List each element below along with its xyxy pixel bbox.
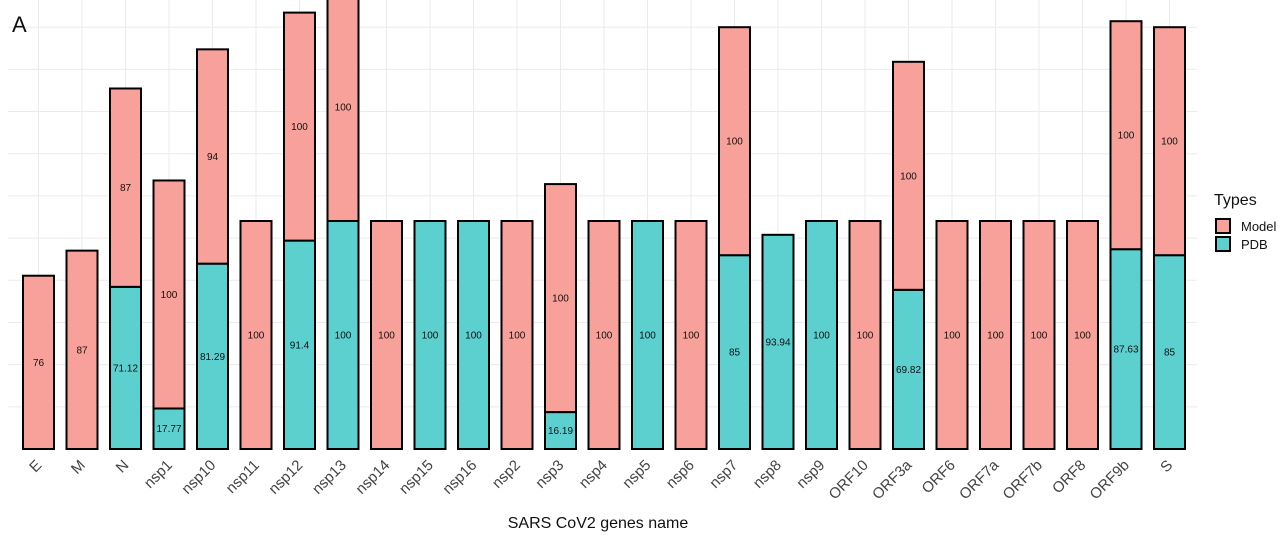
bar-segment-model bbox=[22, 274, 55, 450]
bar-value-label-model: 100 bbox=[291, 122, 308, 133]
bar-segment-model bbox=[1153, 26, 1186, 257]
bar-segment-pdb bbox=[457, 220, 490, 450]
bar-segment-model bbox=[979, 220, 1012, 450]
bar-segment-pdb bbox=[326, 220, 360, 450]
bar-value-label-model: 100 bbox=[900, 171, 917, 182]
bar-value-label-pdb: 100 bbox=[335, 331, 352, 342]
bar-value-label-model: 100 bbox=[683, 331, 700, 342]
bar-value-label-pdb: 93.94 bbox=[765, 337, 790, 348]
bar-segment-model bbox=[326, 0, 360, 222]
panel-label: A bbox=[12, 12, 27, 37]
bar-value-label-pdb: 81.29 bbox=[200, 352, 225, 363]
bar-segment-pdb bbox=[196, 262, 229, 451]
bar-value-label-model: 100 bbox=[552, 294, 569, 305]
bar-value-label-model: 76 bbox=[33, 358, 45, 369]
bar-segment-model bbox=[1022, 220, 1056, 450]
legend-title: Types bbox=[1214, 192, 1257, 209]
bar-segment-model bbox=[65, 249, 99, 450]
bar-value-label-pdb: 17.77 bbox=[156, 424, 181, 435]
bar-value-label-model: 100 bbox=[726, 137, 743, 148]
bars-group bbox=[22, 0, 1186, 451]
bar-value-label-pdb: 16.19 bbox=[548, 426, 573, 437]
bar-value-label-model: 100 bbox=[1074, 331, 1091, 342]
bar-value-label-pdb: 100 bbox=[465, 331, 482, 342]
bar-segment-model bbox=[196, 48, 229, 265]
bar-value-label-model: 100 bbox=[1161, 137, 1178, 148]
bar-segment-pdb bbox=[892, 288, 925, 450]
bar-segment-model bbox=[935, 220, 969, 450]
legend-swatch-model bbox=[1215, 218, 1231, 234]
bar-labels-group: 76 87 71.12 87 17.77 100 81.29 94 100 91.4 100 100 1… bbox=[33, 103, 1178, 438]
bar-segment-model bbox=[892, 60, 925, 291]
bar-value-label-model: 100 bbox=[1031, 331, 1048, 342]
bar-segment-pdb bbox=[761, 233, 795, 450]
bar-value-label-model: 100 bbox=[161, 290, 178, 301]
bar-value-label-pdb: 100 bbox=[639, 331, 656, 342]
bar-value-label-model: 100 bbox=[596, 331, 613, 342]
bar-segment-pdb bbox=[283, 239, 316, 450]
bar-value-label-pdb: 69.82 bbox=[896, 365, 921, 376]
legend: Types Model PDB bbox=[1214, 192, 1277, 252]
bar-value-label-pdb: 87.63 bbox=[1113, 345, 1138, 356]
bar-value-label-model: 100 bbox=[944, 331, 961, 342]
bar-segment-model bbox=[283, 11, 316, 242]
bar-value-label-model: 100 bbox=[509, 331, 526, 342]
bar-value-label-pdb: 100 bbox=[422, 331, 439, 342]
bar-segment-model bbox=[500, 220, 534, 450]
bar-value-label-model: 100 bbox=[378, 331, 395, 342]
bar-segment-model bbox=[1066, 220, 1099, 450]
bar-segment-pdb bbox=[631, 220, 664, 450]
bar-value-label-pdb: 100 bbox=[813, 331, 830, 342]
bar-value-label-model: 100 bbox=[335, 103, 352, 114]
bar-value-label-model: 100 bbox=[857, 331, 874, 342]
bar-segment-model bbox=[674, 220, 708, 450]
bar-value-label-model: 87 bbox=[76, 345, 88, 356]
bar-value-label-pdb: 85 bbox=[1164, 348, 1176, 359]
bar-value-label-pdb: 71.12 bbox=[113, 363, 138, 374]
bar-value-label-pdb: 85 bbox=[729, 348, 741, 359]
x-axis-title: SARS CoV2 genes name bbox=[508, 515, 689, 532]
bar-segment-model bbox=[152, 179, 186, 410]
legend-label-model: Model bbox=[1241, 219, 1277, 234]
legend-label-pdb: PDB bbox=[1241, 237, 1268, 252]
bar-value-label-model: 94 bbox=[207, 152, 219, 163]
bar-segment-model bbox=[718, 26, 751, 257]
bar-value-label-model: 100 bbox=[248, 331, 265, 342]
bar-segment-model bbox=[848, 220, 882, 450]
bar-value-label-model: 100 bbox=[987, 331, 1004, 342]
bar-value-label-pdb: 91.4 bbox=[290, 340, 310, 351]
bar-segment-pdb bbox=[413, 220, 447, 450]
bar-segment-model bbox=[544, 183, 577, 414]
bar-segment-pdb bbox=[109, 285, 142, 450]
bar-segment-pdb bbox=[805, 220, 838, 450]
bar-segment-model bbox=[109, 87, 142, 288]
bar-segment-model bbox=[370, 220, 403, 450]
bar-segment-model bbox=[587, 220, 621, 450]
bar-segment-model bbox=[239, 220, 273, 450]
bar-segment-pdb bbox=[718, 254, 751, 450]
bar-value-label-model: 100 bbox=[1118, 131, 1135, 142]
legend-swatch-pdb bbox=[1215, 236, 1231, 252]
bar-value-label-model: 87 bbox=[120, 183, 132, 194]
bar-segment-model bbox=[1109, 20, 1143, 251]
